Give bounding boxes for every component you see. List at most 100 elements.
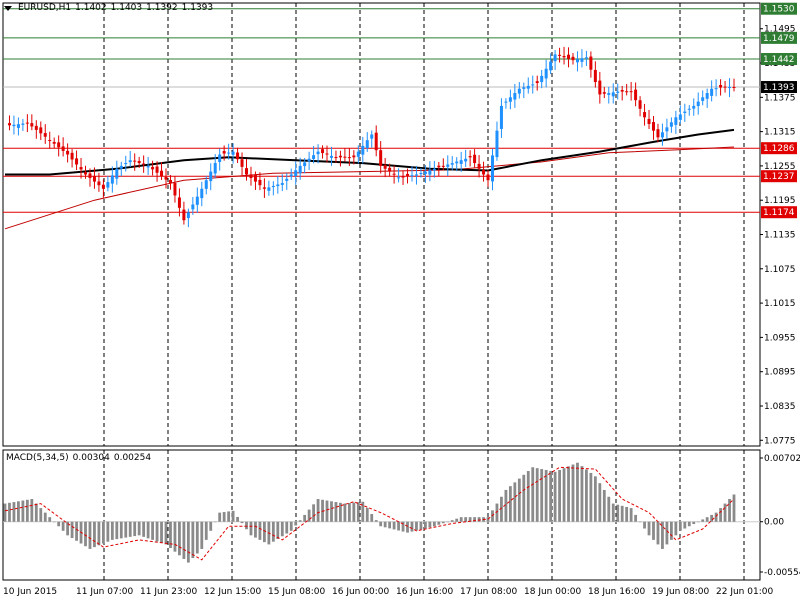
price-pane-frame [2,2,761,447]
macd-histogram-bar [549,470,553,522]
macd-histogram-bar [714,512,718,522]
candle-body-down [34,125,38,130]
macd-histogram-bar [392,521,396,530]
candle-body-down [75,158,79,165]
macd-histogram-bar [75,521,78,541]
candle-body-up [119,165,123,169]
candle-body-down [392,173,396,175]
candle-body-down [258,179,262,186]
candle-body-up [21,123,25,125]
candle-body-up [110,175,114,184]
candle-body-down [155,166,159,173]
macd-histogram-bar [43,512,47,522]
macd-histogram-bar [3,503,7,522]
ma-fast-line [4,146,735,230]
candle-body-up [124,163,128,165]
candle-body-up [289,174,293,177]
macd-histogram-bar [540,469,544,522]
macd-histogram-bar [254,521,257,538]
macd-histogram-bar [347,503,351,522]
macd-histogram-bar [137,521,141,536]
macd-histogram-bar [191,521,195,559]
candle-body-down [30,123,34,127]
candle-body-up [692,105,696,109]
candle-body-down [625,91,629,93]
candle-body-up [276,184,280,187]
candle-body-up [423,171,427,175]
macd-histogram-bar [325,500,329,522]
macd-histogram-bar [598,483,602,522]
candle-body-down [92,176,96,182]
candle-body-up [361,145,365,155]
candle-body-down [43,133,47,137]
macd-histogram-bar [616,504,620,522]
candle-body-up [204,180,208,189]
macd-histogram-bar [428,521,432,528]
candle-body-up [410,175,414,177]
candle-body-up [329,155,333,158]
macd-histogram-bar [678,521,682,531]
macd-histogram-bar [61,521,65,531]
ohlc-close: 1.1393 [181,3,214,13]
macd-histogram-bar [683,521,687,529]
price-tick-label: 1.1135 [764,231,796,241]
macd-tick-label: 0.00702 [764,454,800,464]
macd-histogram-bar [728,499,731,522]
candle-body-up [660,132,664,138]
macd-histogram-bar [303,514,307,522]
macd-histogram-bar [17,501,20,522]
macd-histogram-bar [419,521,423,530]
macd-histogram-bar [8,502,11,522]
macd-histogram-bar [508,486,512,522]
candle-body-up [705,93,709,99]
chart-header: EURUSD,H1 1.1402 1.1403 1.1392 1.1393 [4,3,213,13]
candle-body-down [262,187,266,189]
candle-body-down [482,170,486,175]
candle-body-down [388,167,392,172]
macd-histogram-bar [611,503,615,522]
time-tick-label: 18 Jun 16:00 [588,587,645,597]
candle-body-up [195,196,199,205]
macd-histogram-bar [602,489,606,522]
macd-histogram-bar [115,521,119,540]
macd-histogram-bar [424,521,427,529]
candle-body-down [593,69,597,83]
macd-histogram-bar [410,521,414,532]
ohlc-low: 1.1392 [146,3,178,13]
candle-body-up [316,151,320,155]
macd-histogram-bar [643,521,646,529]
macd-histogram-bar [101,521,105,544]
candle-body-down [562,56,566,58]
macd-histogram-bar [544,469,548,522]
candle-body-down [401,176,405,178]
level-tag-label: 1.1237 [763,172,795,182]
dropdown-triangle-icon[interactable] [4,5,12,11]
time-tick-label: 18 Jun 00:00 [524,587,581,597]
candle-body-up [312,155,316,159]
candle-body-up [522,87,526,89]
candle-body-down [66,150,70,155]
macd-histogram-bar [133,521,137,537]
candle-body-down [338,155,342,158]
candle-body-down [638,100,642,109]
time-tick-label: 10 Jun 2015 [3,587,57,597]
macd-histogram-bar [567,466,570,522]
candle-body-down [253,174,257,182]
macd-histogram-bar [437,521,441,525]
candle-body-down [70,152,74,160]
candle-body-down [25,122,29,124]
macd-histogram-bar [339,502,342,522]
macd-histogram-bar [236,516,239,522]
macd-histogram-bar [365,507,369,522]
macd-histogram-bar [316,499,320,522]
macd-histogram-bar [57,521,61,527]
macd-histogram-bar [620,505,624,522]
candle-body-down [160,170,164,177]
ohlc-high: 1.1403 [110,3,143,13]
macd-histogram-bar [638,521,642,523]
macd-histogram-bar [66,521,70,536]
time-tick-label: 19 Jun 08:00 [652,587,709,597]
candle-body-down [406,173,410,176]
candle-body-up [549,61,553,71]
candle-body-down [334,157,338,159]
